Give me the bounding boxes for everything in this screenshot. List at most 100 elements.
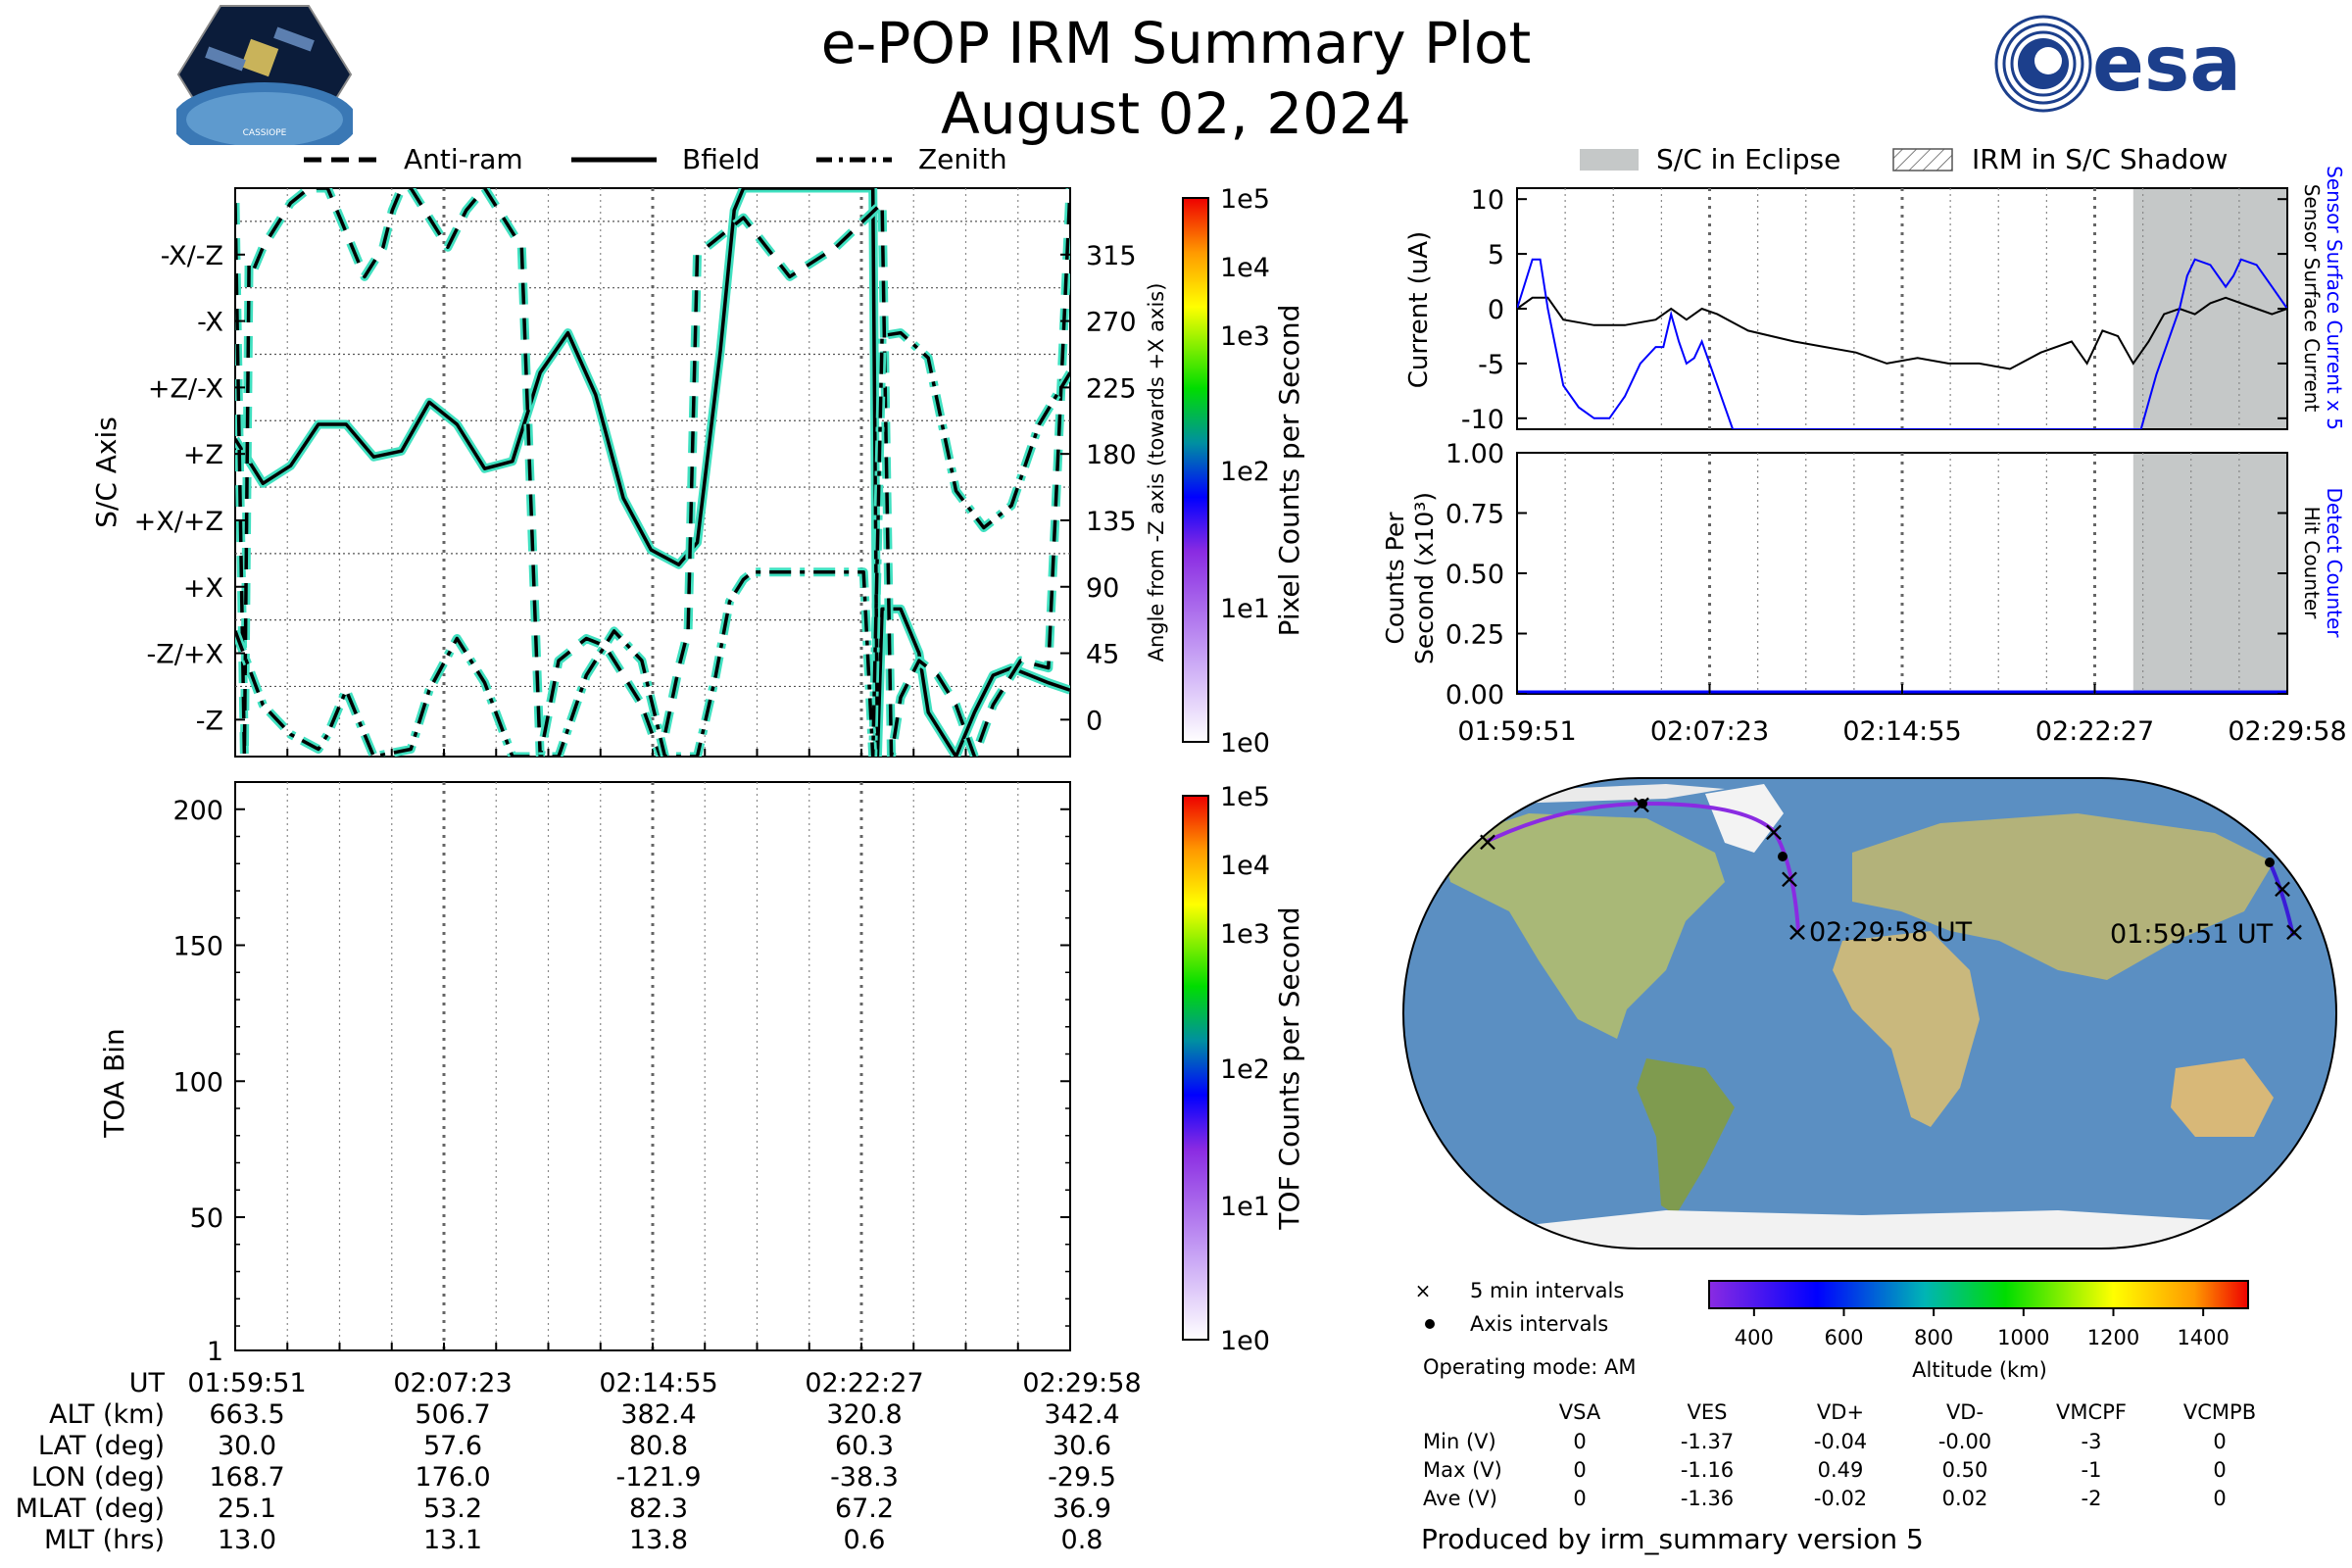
panel3: 10 5 0 -5 -10 Current (uA) Sensor Surface Cu…: [1404, 166, 2346, 435]
ytick-label: 5: [1488, 240, 1504, 270]
tof-colorbar-label: TOF Counts per Second: [1273, 906, 1305, 1230]
orbit-row-label: LON (deg): [31, 1462, 165, 1493]
operating-mode: Operating mode: AM: [1423, 1355, 1636, 1379]
voltage-cell: 0: [1573, 1487, 1586, 1510]
voltage-cell: -1.16: [1681, 1458, 1734, 1482]
orbit-cell: -121.9: [615, 1462, 701, 1493]
orbit-track-west: [1487, 801, 1800, 932]
colorbar-tick-label: 1e5: [1220, 184, 1270, 215]
pixel-colorbar: 1e5 1e4 1e3 1e2 1e1 1e0 Pixel Counts per Seco…: [1182, 184, 1305, 759]
orbit-start-label: 01:59:51 UT: [2110, 919, 2274, 950]
legend-bfield: Bfield: [682, 143, 760, 175]
orbit-row-label: MLAT (deg): [16, 1494, 165, 1524]
panel1-gridlines: [234, 188, 1071, 757]
legend-eclipse: S/C in Eclipse: [1656, 143, 1840, 175]
altitude-tick-label: 400: [1735, 1326, 1774, 1349]
australia-shape: [2171, 1058, 2274, 1137]
map-border: [1402, 777, 2337, 1250]
ytick-label: 0.75: [1446, 500, 1504, 530]
colorbar-tick-label: 1e1: [1220, 1192, 1270, 1222]
orbit-row-label: MLT (hrs): [44, 1525, 165, 1555]
series-sensor-surface-current-x-5: [1517, 258, 2287, 429]
ytick-label: 0.25: [1446, 620, 1504, 651]
voltage-table: VSA VES VD+ VD- VMCPF VCMPB Min (V) 0 -1.37 -0.04…: [1423, 1400, 2256, 1510]
altitude-tick-label: 800: [1914, 1326, 1953, 1349]
series-anti-ram: [235, 188, 1070, 757]
orbit-marker-5min: ×: [1786, 915, 1808, 948]
voltage-cell: 0: [2213, 1458, 2226, 1482]
orbit-cell: -29.5: [1048, 1462, 1116, 1493]
panel1-legend: Anti-ram Bfield Zenith: [304, 143, 1007, 175]
ytick-label-right: 180: [1086, 440, 1137, 470]
page-title: e-POP IRM Summary Plot August 02, 2024: [0, 8, 2352, 149]
voltage-cell: -0.00: [1938, 1430, 1991, 1453]
orbit-cell: 02:07:23: [393, 1368, 512, 1398]
colorbar-tick-label: 1e3: [1220, 321, 1270, 352]
orbit-cell: 02:14:55: [599, 1368, 717, 1398]
panel2-ylabel: TOA Bin: [98, 1028, 130, 1138]
panel3-legend: S/C in Eclipse IRM in S/C Shadow: [1580, 143, 2228, 175]
orbit-row-label: ALT (km): [49, 1399, 165, 1430]
orbit-cell: 30.0: [218, 1431, 276, 1461]
ytick-label-left: -X/-Z: [161, 241, 223, 271]
altitude-tick-label: 600: [1824, 1326, 1863, 1349]
voltage-col-header: VSA: [1559, 1400, 1601, 1424]
ytick-label: 50: [190, 1203, 223, 1234]
panel1-ylabel: S/C Axis: [90, 416, 122, 528]
colorbar-tick-label: 1e2: [1220, 1054, 1270, 1085]
ytick-label: 1: [207, 1337, 223, 1367]
orbit-cell: 01:59:51: [187, 1368, 306, 1398]
orbit-end-label: 02:29:58 UT: [1809, 917, 1973, 948]
ytick-label: -5: [1478, 350, 1504, 380]
voltage-row-label: Ave (V): [1423, 1487, 1497, 1510]
voltage-col-header: VD-: [1946, 1400, 1984, 1424]
voltage-cell: -1.36: [1681, 1487, 1734, 1510]
map-legend: × 5 min intervals Axis intervals Operati…: [1415, 1279, 1637, 1379]
legend-axis: Axis intervals: [1470, 1312, 1608, 1336]
orbit-marker-5min: ×: [2271, 872, 2293, 905]
xtick-label: 01:59:51: [1457, 716, 1576, 747]
altitude-label: Altitude (km): [1912, 1358, 2047, 1382]
ytick-label: -10: [1461, 405, 1504, 435]
orbit-track-east: [2268, 861, 2295, 937]
orbit-marker-5min: ×: [1778, 862, 1800, 895]
panel1-series: [235, 188, 1070, 757]
orbit-cell: 168.7: [209, 1462, 284, 1493]
orbit-marker-5min: ×: [1476, 825, 1498, 858]
ytick-label-left: -Z: [196, 706, 223, 736]
greenland-shape: [1705, 784, 1784, 853]
colorbar-tick-label: 1e1: [1220, 594, 1270, 624]
ytick-label-left: -X: [197, 308, 223, 338]
panel3-ylabel: Current (uA): [1404, 231, 1434, 388]
voltage-cell: -0.02: [1814, 1487, 1867, 1510]
pixel-colorbar-label: Pixel Counts per Second: [1273, 305, 1305, 637]
legend-shadow: IRM in S/C Shadow: [1972, 143, 2228, 175]
ytick-label: 100: [172, 1067, 223, 1098]
south-america-shape: [1637, 1058, 1735, 1215]
altitude-tick-label: 1200: [2087, 1326, 2139, 1349]
legend-anti-ram: Anti-ram: [404, 143, 523, 175]
voltage-cell: 0: [1573, 1430, 1586, 1453]
colorbar-tick-label: 1e3: [1220, 919, 1270, 950]
panel3-right-label-blue: Sensor Surface Current x 5: [2323, 166, 2346, 430]
series-sensor-surface-current: [1517, 296, 2287, 370]
orbit-cell: 0.6: [844, 1525, 886, 1555]
ytick-label: 0.50: [1446, 560, 1504, 590]
colorbar-tick-label: 1e0: [1220, 1326, 1270, 1356]
ytick-label-left: +Z/-X: [148, 373, 223, 404]
ytick-label-right: 0: [1086, 706, 1102, 736]
svg-text:×: ×: [1415, 1279, 1432, 1302]
ytick-label-right: 315: [1086, 241, 1137, 271]
voltage-cell: 0: [1573, 1458, 1586, 1482]
voltage-col-header: VES: [1688, 1400, 1728, 1424]
orbit-cell: 60.3: [835, 1431, 894, 1461]
xtick-label: 02:29:58: [2228, 716, 2346, 747]
orbit-cell: 30.6: [1053, 1431, 1111, 1461]
orbit-cell: 342.4: [1044, 1399, 1119, 1430]
ytick-label: 0.00: [1446, 680, 1504, 710]
orbit-cell: 80.8: [629, 1431, 688, 1461]
produced-by: Produced by irm_summary version 5: [1421, 1523, 1924, 1555]
altitude-tick-label: 1000: [1997, 1326, 2049, 1349]
panel2: 200 150 100 50 1 TOA Bin: [98, 781, 1071, 1367]
